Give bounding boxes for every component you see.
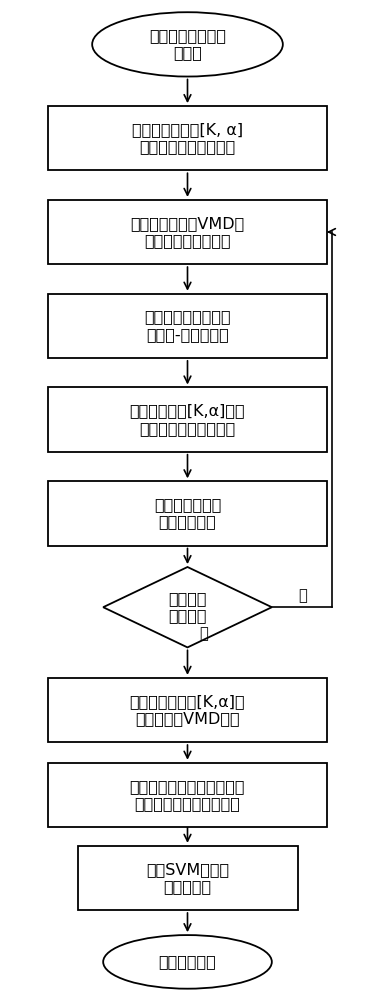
FancyBboxPatch shape <box>48 106 327 170</box>
Text: 更新局部和全局
最小适应度值: 更新局部和全局 最小适应度值 <box>154 497 221 530</box>
FancyBboxPatch shape <box>78 846 297 910</box>
Ellipse shape <box>92 12 283 77</box>
Text: 计算各模态分量的包
络谱熵-相关性指标: 计算各模态分量的包 络谱熵-相关性指标 <box>144 310 231 342</box>
FancyBboxPatch shape <box>48 200 327 264</box>
Polygon shape <box>103 567 272 647</box>
FancyBboxPatch shape <box>48 387 327 452</box>
Text: 对振动信号进行VMD分
解，得到各模态分量: 对振动信号进行VMD分 解，得到各模态分量 <box>130 216 244 248</box>
Text: 否: 否 <box>298 588 307 603</box>
FancyBboxPatch shape <box>48 678 327 742</box>
Ellipse shape <box>103 935 272 989</box>
Text: 建立SVM多分类
器诊断模型: 建立SVM多分类 器诊断模型 <box>146 862 229 894</box>
Text: 初始化分解参数[K, α]
及麻雀搜索算法初始化: 初始化分解参数[K, α] 及麻雀搜索算法初始化 <box>132 122 243 154</box>
Text: 计算各模态分量的多尺度排
列熵，建立故障特征向量: 计算各模态分量的多尺度排 列熵，建立故障特征向量 <box>130 779 245 811</box>
FancyBboxPatch shape <box>48 763 327 827</box>
Text: 不断迭代更新[K,α]，得
到对应的最小适应度值: 不断迭代更新[K,α]，得 到对应的最小适应度值 <box>130 403 245 436</box>
FancyBboxPatch shape <box>48 294 327 358</box>
Text: 获取涡旋压缩机振
动信号: 获取涡旋压缩机振 动信号 <box>149 28 226 61</box>
Text: 满足迭代
终止条件: 满足迭代 终止条件 <box>168 591 207 623</box>
Text: 显示诊断结果: 显示诊断结果 <box>159 954 216 969</box>
Text: 利用得到的最优[K,α]参
数组合完成VMD分解: 利用得到的最优[K,α]参 数组合完成VMD分解 <box>130 694 245 726</box>
Text: 是: 是 <box>200 627 208 642</box>
FancyBboxPatch shape <box>48 481 327 546</box>
